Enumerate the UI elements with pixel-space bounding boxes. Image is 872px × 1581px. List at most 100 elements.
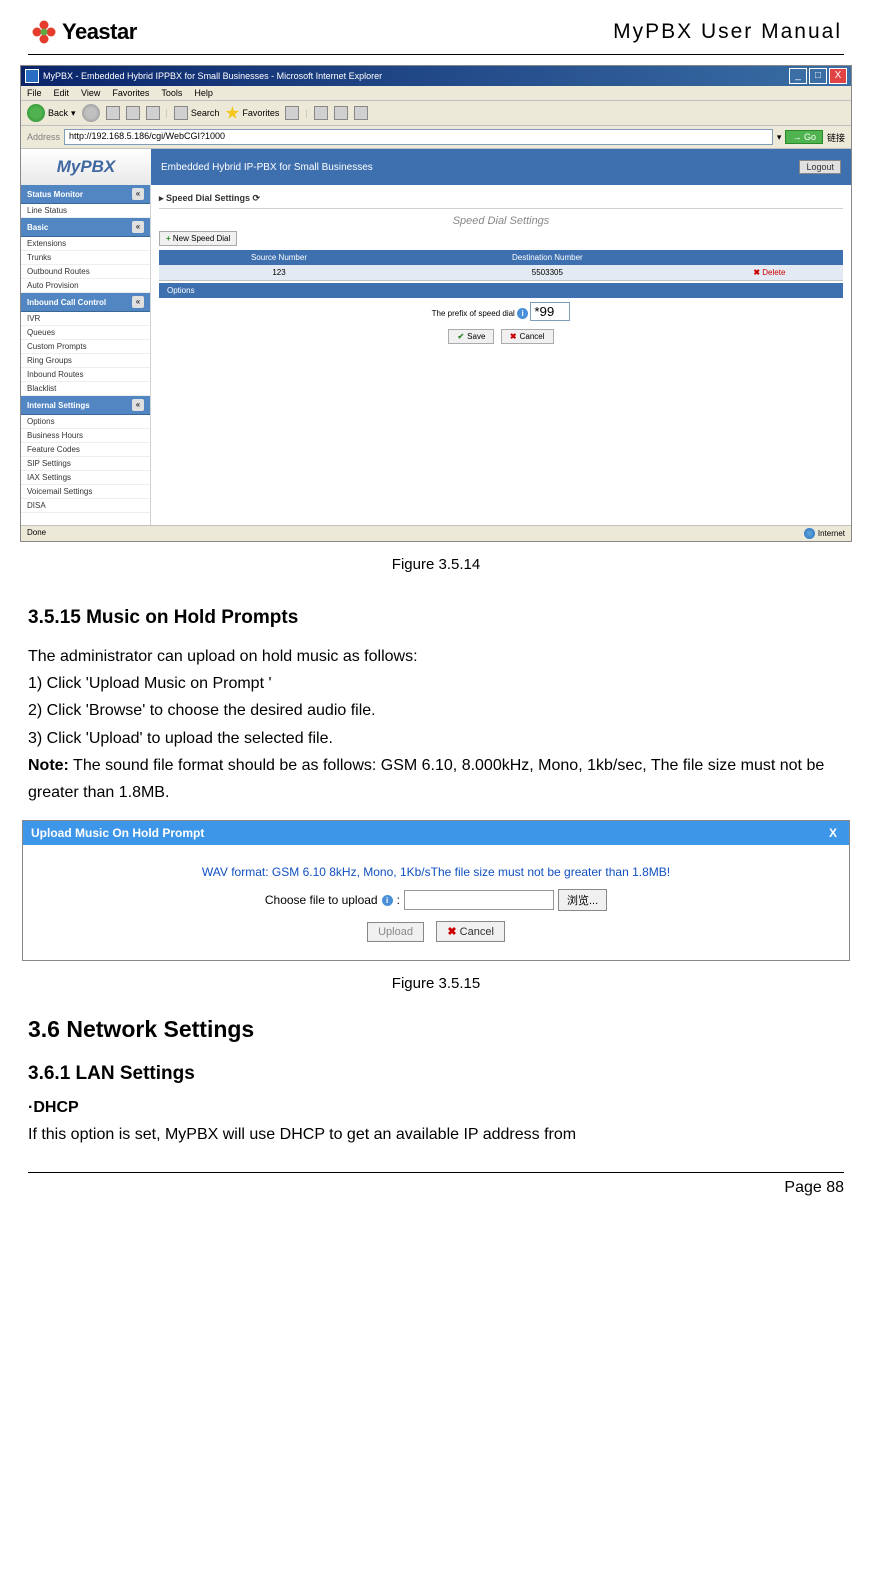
cell-dest: 5503305	[399, 265, 696, 281]
section-heading-3-6-1: 3.6.1 LAN Settings	[28, 1063, 844, 1085]
ie-statusbar: Done Internet	[21, 525, 851, 541]
print-button[interactable]	[334, 106, 348, 120]
options-bar: Options	[159, 283, 843, 298]
cancel-button[interactable]: ✖Cancel	[501, 329, 554, 344]
choose-label: Choose file to upload	[265, 893, 378, 907]
save-button[interactable]: ✔Save	[448, 329, 494, 344]
ie-app-icon	[25, 69, 39, 83]
cancel-button[interactable]: ✖Cancel	[436, 921, 504, 942]
mypbx-header: MyPBX Embedded Hybrid IP-PBX for Small B…	[21, 149, 851, 185]
prefix-label: The prefix of speed dial	[432, 309, 515, 318]
prefix-row: The prefix of speed dial i	[159, 298, 843, 325]
stop-button[interactable]	[106, 106, 120, 120]
sidebar-item-business-hours[interactable]: Business Hours	[21, 429, 150, 443]
history-button[interactable]	[285, 106, 299, 120]
sidebar-item-options[interactable]: Options	[21, 415, 150, 429]
sidebar-item-sip-settings[interactable]: SIP Settings	[21, 457, 150, 471]
info-icon[interactable]: i	[517, 308, 528, 319]
sidebar-item-blacklist[interactable]: Blacklist	[21, 382, 150, 396]
search-button[interactable]: Search	[174, 106, 220, 120]
sidebar-item-voicemail-settings[interactable]: Voicemail Settings	[21, 485, 150, 499]
step-2: 2) Click 'Browse' to choose the desired …	[28, 697, 844, 724]
figure-caption-2: Figure 3.5.15	[0, 975, 872, 992]
collapse-icon[interactable]: «	[132, 188, 144, 200]
note-label: Note:	[28, 757, 69, 774]
dhcp-text: If this option is set, MyPBX will use DH…	[28, 1121, 844, 1148]
collapse-icon[interactable]: «	[132, 296, 144, 308]
sidebar-item-trunks[interactable]: Trunks	[21, 251, 150, 265]
minimize-button[interactable]: _	[789, 68, 807, 84]
search-icon	[174, 106, 188, 120]
choose-row: Choose file to uploadi: 浏览...	[33, 889, 839, 911]
home-button[interactable]	[146, 106, 160, 120]
mail-button[interactable]	[314, 106, 328, 120]
sidebar-item-custom-prompts[interactable]: Custom Prompts	[21, 340, 150, 354]
collapse-icon[interactable]: «	[132, 399, 144, 411]
delete-icon: ✖	[753, 268, 760, 277]
ie-menubar: File Edit View Favorites Tools Help	[21, 86, 851, 101]
sidebar-item-ring-groups[interactable]: Ring Groups	[21, 354, 150, 368]
upload-titlebar: Upload Music On Hold Prompt X	[23, 821, 849, 845]
back-button[interactable]: Back ▾	[27, 104, 76, 122]
address-value: http://192.168.5.186/cgi/WebCGI?1000	[69, 131, 225, 141]
page-header: Yeastar MyPBX User Manual	[0, 0, 872, 54]
forward-button[interactable]	[82, 104, 100, 122]
col-source: Source Number	[159, 250, 399, 265]
dropdown-icon[interactable]: ▾	[777, 132, 782, 143]
upload-body: WAV format: GSM 6.10 8kHz, Mono, 1Kb/sTh…	[23, 845, 849, 960]
edit-button[interactable]	[354, 106, 368, 120]
prefix-input[interactable]	[530, 302, 570, 321]
menu-favorites[interactable]: Favorites	[112, 88, 149, 98]
menu-help[interactable]: Help	[194, 88, 213, 98]
sidebar-section-internal[interactable]: Internal Settings «	[21, 396, 150, 415]
ie-addressbar: Address http://192.168.5.186/cgi/WebCGI?…	[21, 126, 851, 149]
sidebar-item-iax-settings[interactable]: IAX Settings	[21, 471, 150, 485]
note-line: Note: The sound file format should be as…	[28, 752, 844, 806]
logout-button[interactable]: Logout	[799, 160, 841, 174]
upload-button[interactable]: Upload	[367, 922, 424, 942]
footer-rule	[28, 1172, 844, 1173]
sidebar-item-inbound-routes[interactable]: Inbound Routes	[21, 368, 150, 382]
mypbx-banner: Embedded Hybrid IP-PBX for Small Busines…	[151, 149, 851, 185]
ie-toolbar: Back ▾ | Search Favorites |	[21, 101, 851, 126]
dropdown-icon: ▾	[71, 108, 76, 119]
sidebar-item-ivr[interactable]: IVR	[21, 312, 150, 326]
sidebar-section-basic[interactable]: Basic «	[21, 218, 150, 237]
sidebar-item-line-status[interactable]: Line Status	[21, 204, 150, 218]
ie-titlebar: MyPBX - Embedded Hybrid IPPBX for Small …	[21, 66, 851, 86]
mypbx-sidebar: Status Monitor « Line Status Basic « Ext…	[21, 185, 151, 525]
go-button[interactable]: → Go	[785, 130, 823, 144]
close-button[interactable]: X	[829, 68, 847, 84]
screenshot-ie-window: MyPBX - Embedded Hybrid IPPBX for Small …	[20, 65, 852, 542]
address-input[interactable]: http://192.168.5.186/cgi/WebCGI?1000	[64, 129, 773, 145]
favorites-button[interactable]: Favorites	[225, 106, 279, 120]
collapse-icon[interactable]: «	[132, 221, 144, 233]
cell-delete[interactable]: ✖ Delete	[696, 265, 843, 281]
table-row: 123 5503305 ✖ Delete	[159, 265, 843, 281]
new-speed-dial-button[interactable]: + New Speed Dial	[159, 231, 237, 246]
file-input[interactable]	[404, 890, 554, 910]
sidebar-section-status-monitor[interactable]: Status Monitor «	[21, 185, 150, 204]
sidebar-section-inbound[interactable]: Inbound Call Control «	[21, 293, 150, 312]
menu-tools[interactable]: Tools	[161, 88, 182, 98]
maximize-button[interactable]: □	[809, 68, 827, 84]
browse-button[interactable]: 浏览...	[558, 889, 607, 911]
menu-view[interactable]: View	[81, 88, 100, 98]
cell-source: 123	[159, 265, 399, 281]
sidebar-item-disa[interactable]: DISA	[21, 499, 150, 513]
sidebar-item-outbound-routes[interactable]: Outbound Routes	[21, 265, 150, 279]
close-button[interactable]: X	[825, 825, 841, 841]
refresh-button[interactable]	[126, 106, 140, 120]
step-1: 1) Click 'Upload Music on Prompt '	[28, 670, 844, 697]
menu-edit[interactable]: Edit	[54, 88, 70, 98]
info-icon[interactable]: i	[382, 895, 393, 906]
sidebar-item-feature-codes[interactable]: Feature Codes	[21, 443, 150, 457]
address-label: Address	[27, 132, 60, 142]
favorites-label: Favorites	[242, 108, 279, 118]
col-dest: Destination Number	[399, 250, 696, 265]
sidebar-item-queues[interactable]: Queues	[21, 326, 150, 340]
sidebar-item-extensions[interactable]: Extensions	[21, 237, 150, 251]
new-speed-label: New Speed Dial	[173, 234, 230, 243]
sidebar-item-auto-provision[interactable]: Auto Provision	[21, 279, 150, 293]
menu-file[interactable]: File	[27, 88, 42, 98]
